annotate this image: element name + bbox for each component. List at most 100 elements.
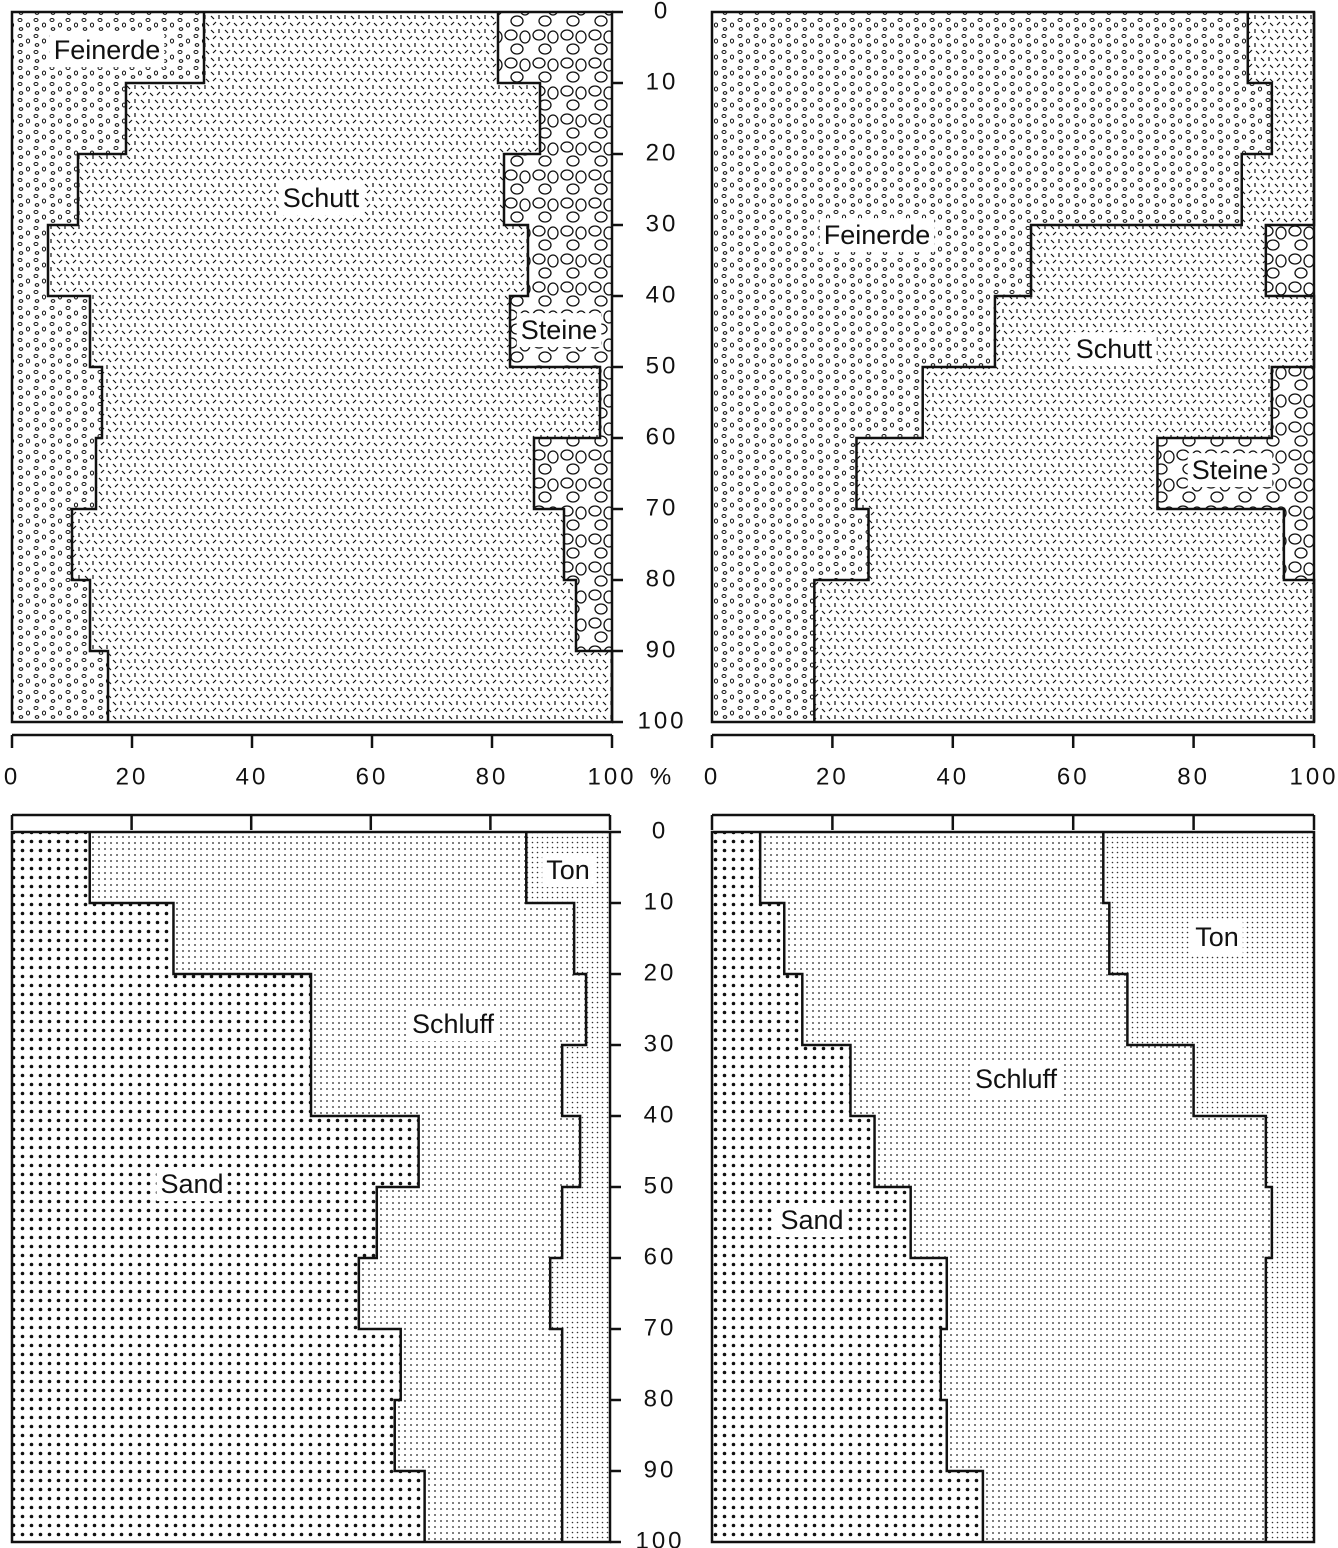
- segment: [712, 438, 856, 509]
- segment: [869, 509, 1284, 580]
- y-tick-label: 40: [646, 281, 679, 308]
- segment: [12, 83, 126, 154]
- segment: [923, 367, 1272, 438]
- segment: [12, 832, 90, 903]
- segment: [12, 1258, 359, 1329]
- segment: [875, 1116, 1266, 1187]
- y-tick-label: 80: [646, 565, 679, 592]
- segment: [911, 1187, 1272, 1258]
- segment: [12, 438, 96, 509]
- segment: [1266, 1329, 1314, 1400]
- segment: [712, 296, 995, 367]
- segment: [12, 1329, 401, 1400]
- x-tick-label: 0: [4, 763, 20, 790]
- segment: [712, 580, 814, 651]
- segment: [1242, 154, 1314, 225]
- segment: [311, 1045, 562, 1116]
- y-tick-label: 30: [646, 210, 679, 237]
- segment: [562, 1329, 610, 1400]
- segment: [1284, 509, 1314, 580]
- segment: [72, 509, 564, 580]
- segment: [377, 1187, 562, 1258]
- segment: [359, 1258, 550, 1329]
- segment: [814, 651, 1314, 722]
- segment: [712, 1116, 875, 1187]
- page: 020406080100%0102030405060708090100Feine…: [0, 0, 1338, 1548]
- segment: [498, 12, 612, 83]
- series-label: Schutt: [283, 183, 360, 213]
- segment: [12, 1045, 311, 1116]
- segment: [562, 1045, 610, 1116]
- series-label: Ton: [546, 855, 590, 885]
- segment: [562, 1187, 610, 1258]
- segment: [1272, 367, 1314, 438]
- segment: [586, 974, 610, 1045]
- segment: [1031, 225, 1266, 296]
- segment: [814, 580, 1314, 651]
- segment: [540, 83, 612, 154]
- segment: [712, 1329, 941, 1400]
- segment: [712, 1471, 983, 1542]
- y-tick-label: 0: [654, 0, 670, 24]
- series-label: Steine: [1192, 455, 1269, 485]
- series-label: Ton: [1195, 922, 1239, 952]
- segment: [1266, 1400, 1314, 1471]
- y-tick-label: 90: [646, 636, 679, 663]
- segment: [108, 651, 612, 722]
- segment: [856, 438, 1157, 509]
- segment: [534, 438, 612, 509]
- segment: [712, 832, 760, 903]
- segment: [12, 296, 90, 367]
- y-tick-label: 60: [644, 1243, 677, 1270]
- x-tick-label: 100: [587, 763, 636, 790]
- y-tick-label: 10: [644, 888, 677, 915]
- y-tick-label: 10: [646, 68, 679, 95]
- segment: [12, 1400, 395, 1471]
- series-label: Schluff: [975, 1064, 1058, 1094]
- y-tick-label: 0: [652, 817, 668, 844]
- segment: [1266, 1116, 1314, 1187]
- segment: [947, 1400, 1266, 1471]
- segment: [712, 12, 1248, 83]
- segment: [204, 12, 498, 83]
- segment: [562, 1471, 610, 1542]
- segment: [576, 580, 612, 651]
- segment: [425, 1471, 563, 1542]
- x-tick-label: 20: [116, 763, 149, 790]
- x-tick-label: 80: [1177, 763, 1210, 790]
- x-tick-label: 20: [816, 763, 849, 790]
- y-tick-label: 70: [646, 494, 679, 521]
- segment: [712, 974, 802, 1045]
- segment: [1127, 974, 1314, 1045]
- chart: 020406080100%0102030405060708090100Feine…: [0, 0, 1338, 1548]
- x-tick-label: 60: [356, 763, 389, 790]
- segment: [712, 903, 784, 974]
- x-axis-label: %: [650, 763, 674, 790]
- segment: [12, 1471, 425, 1542]
- y-tick-label: 70: [644, 1314, 677, 1341]
- series-label: Sand: [780, 1205, 843, 1235]
- segment: [574, 903, 610, 974]
- x-tick-label: 0: [704, 763, 720, 790]
- series-label: Feinerde: [824, 220, 931, 250]
- segment: [760, 832, 1103, 903]
- series-label: Sand: [160, 1169, 223, 1199]
- segment: [90, 296, 510, 367]
- segment: [48, 225, 528, 296]
- segment: [1266, 1471, 1314, 1542]
- segment: [550, 1258, 610, 1329]
- segment: [600, 367, 612, 438]
- segment: [712, 651, 814, 722]
- segment: [1272, 1187, 1314, 1258]
- segment: [90, 832, 527, 903]
- segment: [712, 1400, 947, 1471]
- y-tick-label: 100: [637, 707, 686, 734]
- segment: [784, 903, 1109, 974]
- y-tick-label: 60: [646, 423, 679, 450]
- segment: [712, 154, 1242, 225]
- segment: [173, 903, 574, 974]
- series-label: Feinerde: [54, 35, 161, 65]
- segment: [12, 903, 173, 974]
- segment: [802, 974, 1127, 1045]
- segment: [983, 1471, 1266, 1542]
